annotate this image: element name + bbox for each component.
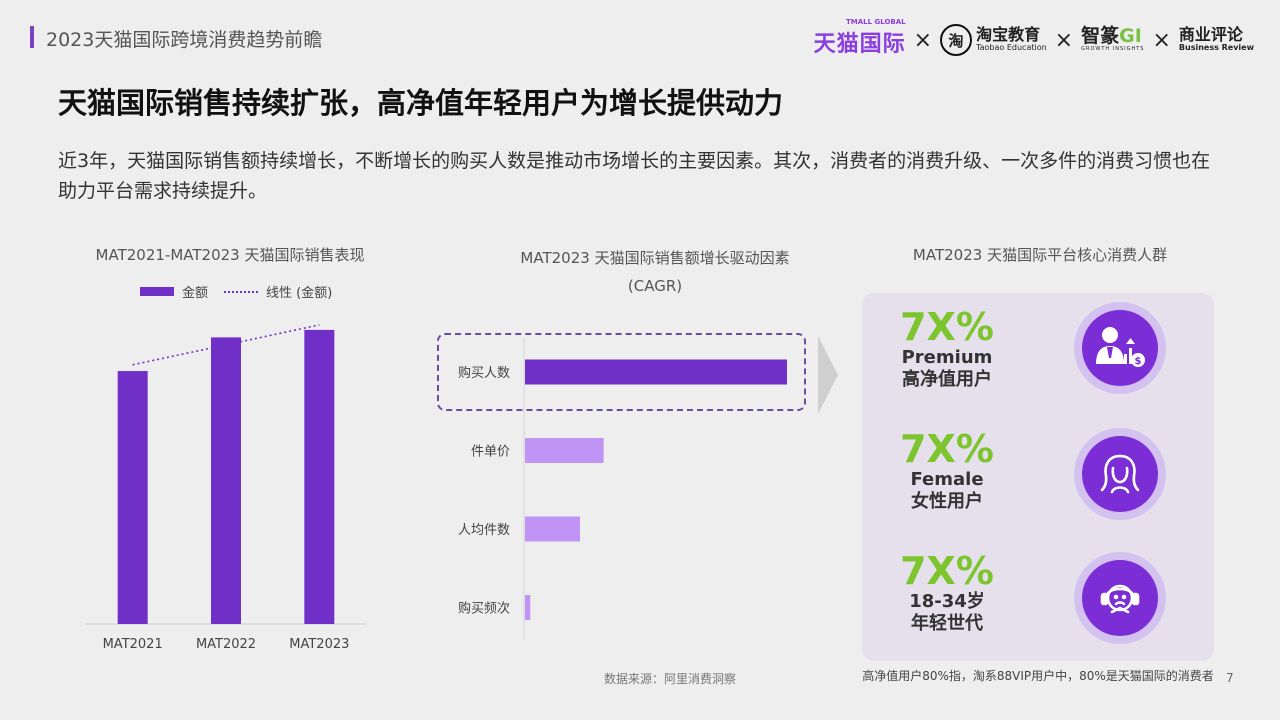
consumer-panel: 7X% Premium 高净值用户 $ 7X% Female 女性用户 xyxy=(862,293,1214,661)
header-accent-bar xyxy=(30,26,34,48)
stat-young: 7X% 18-34岁 年轻世代 xyxy=(862,551,1032,635)
x-tick-label: MAT2021 xyxy=(103,637,163,652)
footnote: 高净值用户80%指，淘系88VIP用户中，80%是天猫国际的消费者 xyxy=(862,669,1214,683)
stat-label-cn: 年轻世代 xyxy=(911,613,983,634)
business-review-logo: 商业评论 Business Review xyxy=(1178,25,1254,53)
stat-label-en: 18-34岁 xyxy=(909,591,985,612)
x-tick-label: MAT2023 xyxy=(289,637,349,652)
stat-female: 7X% Female 女性用户 xyxy=(862,429,1032,513)
sales-chart-legend: 金额 线性 (金额) xyxy=(140,282,332,301)
legend-swatch-trend xyxy=(224,290,259,293)
drivers-chart-title: MAT2023 天猫国际销售额增长驱动因素 (CAGR) xyxy=(470,244,840,300)
driver-bar xyxy=(525,438,604,463)
taobao-education-logo: 淘 淘宝教育 Taobao Education xyxy=(940,24,1047,56)
zhizhuan-gi-logo: 智篆GI GROWTH INSIGHTS xyxy=(1081,25,1145,53)
driver-label: 购买人数 xyxy=(458,365,510,381)
svg-text:$: $ xyxy=(1135,356,1142,367)
sales-chart-title: MAT2021-MAT2023 天猫国际销售表现 xyxy=(95,246,365,264)
stat-value: 7X% xyxy=(900,427,994,471)
bar-mat2023 xyxy=(304,329,335,624)
bar-mat2022 xyxy=(211,337,241,624)
tmall-logo-sup: TMALL GLOBAL xyxy=(845,18,906,26)
x-tick-label: MAT2022 xyxy=(196,637,256,652)
premium-user-icon: $ xyxy=(1074,302,1166,394)
taobao-mark: 淘 xyxy=(940,24,973,56)
legend-label-trend: 线性 (金额) xyxy=(266,286,333,301)
tmall-logo-text: 天猫国际 xyxy=(813,32,906,57)
driver-bar xyxy=(525,359,787,385)
br-logo-cn: 商业评论 xyxy=(1178,25,1243,45)
slide-intro: 近3年，天猫国际销售额持续增长，不断增长的购买人数是推动市场增长的主要因素。其次… xyxy=(58,150,1211,202)
stat-label-cn: 高净值用户 xyxy=(902,369,992,390)
stat-value: 7X% xyxy=(900,549,994,593)
zhizhuan-logo-gi: GI xyxy=(1119,25,1142,48)
zhizhuan-logo-cn: 智篆 xyxy=(1081,25,1120,48)
young-user-icon xyxy=(1074,552,1166,644)
logo-separator: × xyxy=(1054,27,1074,53)
trend-line xyxy=(132,324,320,366)
driver-label: 购买频次 xyxy=(458,601,510,617)
zhizhuan-logo-en: GROWTH INSIGHTS xyxy=(1081,46,1145,53)
report-title: 2023天猫国际跨境消费趋势前瞻 xyxy=(46,29,323,51)
slide-title: 天猫国际销售持续扩张，高净值年轻用户为增长提供动力 xyxy=(58,86,784,120)
data-source: 数据来源：阿里消费洞察 xyxy=(603,672,736,686)
stat-premium: 7X% Premium 高净值用户 xyxy=(862,307,1032,391)
taobao-logo-en: Taobao Education xyxy=(976,43,1047,53)
driver-bar xyxy=(525,516,581,542)
drivers-chart-title-text: MAT2023 天猫国际销售额增长驱动因素 xyxy=(520,249,790,267)
page-number: 7 xyxy=(1226,671,1234,685)
drivers-chart-subtitle: (CAGR) xyxy=(627,277,683,295)
female-user-icon xyxy=(1074,428,1166,520)
legend-label-amount: 金额 xyxy=(182,286,209,301)
taobao-logo-cn: 淘宝教育 xyxy=(976,25,1041,45)
tmall-global-logo: 天猫国际 TMALL GLOBAL xyxy=(813,18,906,58)
legend-swatch-amount xyxy=(140,287,174,296)
highlight-box xyxy=(437,333,806,411)
driver-label: 人均件数 xyxy=(458,523,510,538)
stat-value: 7X% xyxy=(900,305,994,349)
partner-logos: 天猫国际 TMALL GLOBAL × 淘 淘宝教育 Taobao Educat… xyxy=(813,18,1254,58)
stat-label-en: Female xyxy=(910,469,984,490)
logo-separator: × xyxy=(913,27,933,53)
logo-separator: × xyxy=(1152,27,1171,53)
bar-mat2021 xyxy=(117,371,148,624)
br-logo-en: Business Review xyxy=(1178,43,1254,53)
stat-label-cn: 女性用户 xyxy=(911,491,983,512)
driver-bar xyxy=(525,595,531,620)
driver-label: 件单价 xyxy=(471,445,510,460)
stat-label-en: Premium xyxy=(901,347,993,368)
consumer-panel-title: MAT2023 天猫国际平台核心消费人群 xyxy=(912,246,1168,264)
